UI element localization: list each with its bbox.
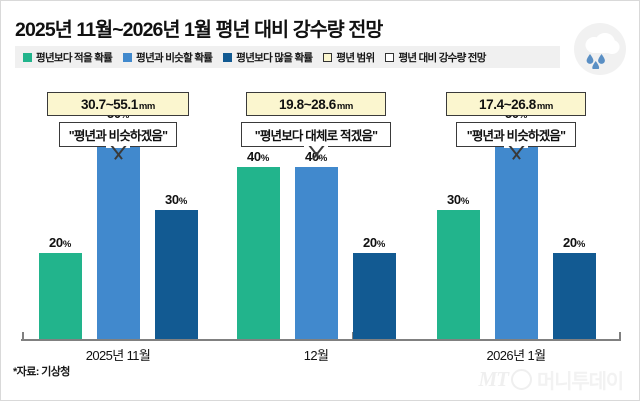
source-note: *자료: 기상청 — [13, 366, 70, 378]
chart-legend: 평년보다 적을 확률 평년과 비슷할 확률 평년보다 많을 확률 평년 범위 평년 대비… — [15, 46, 560, 68]
forecast-callout-text: "평년과 비슷하겠음" — [68, 129, 168, 143]
legend-item-label: 평년보다 적을 확률 — [36, 51, 113, 64]
x-axis-line — [21, 339, 621, 341]
legend-swatch-range — [323, 52, 333, 62]
legend-item-0: 평년보다 적을 확률 — [23, 50, 113, 65]
legend-swatch-blue — [123, 52, 133, 62]
x-axis-tick-0 — [22, 332, 24, 339]
callout-pointer-mask-1 — [304, 145, 328, 148]
rain-cloud-icon — [574, 23, 626, 75]
forecast-callout-text: "평년과 비슷하겠음" — [466, 129, 566, 143]
x-axis-tick-4 — [619, 332, 621, 339]
normal-range-text: 19.8~28.6mm — [279, 96, 353, 112]
page-title: 2025년 11월~2026년 1월 평년 대비 강수량 전망 — [15, 19, 383, 41]
forecast-callout-0: "평년과 비슷하겠음" — [59, 122, 177, 147]
bar-0-1[interactable]: 50% — [96, 106, 140, 339]
normal-range-text: 17.4~26.8mm — [479, 96, 553, 112]
watermark-logo: MT 머니투데이 — [478, 365, 625, 394]
legend-swatch-darkblue — [223, 52, 233, 62]
normal-range-box-2: 17.4~26.8mm — [446, 92, 586, 116]
legend-item-2: 평년보다 많을 확률 — [223, 50, 313, 65]
bar-1-1[interactable]: 40% — [294, 149, 338, 339]
bar-value-label: 20% — [48, 235, 72, 250]
bar-2-1[interactable]: 50% — [494, 106, 538, 339]
x-axis-group-label-0: 2025년 11월 — [85, 348, 151, 363]
callout-pointer-1 — [303, 146, 329, 163]
bar-2-2[interactable]: 20% — [552, 235, 596, 339]
callout-pointer-mask-0 — [106, 145, 130, 148]
forecast-callout-text: "평년보다 대체로 적겠음" — [254, 129, 378, 143]
legend-item-4: 평년 대비 강수량 전망 — [385, 50, 486, 65]
callout-pointer-2 — [503, 146, 529, 163]
bar-value-label: 40% — [246, 149, 270, 164]
legend-item-label: 평년과 비슷할 확률 — [136, 51, 213, 64]
normal-range-box-1: 19.8~28.6mm — [246, 92, 386, 116]
legend-item-1: 평년과 비슷할 확률 — [123, 50, 213, 65]
bar-value-label: 20% — [562, 235, 586, 250]
watermark-brand-text: 머니투데이 — [537, 371, 624, 393]
bar-0-2[interactable]: 30% — [154, 192, 198, 339]
bar-0-0[interactable]: 20% — [38, 235, 82, 339]
legend-swatch-green — [23, 52, 32, 62]
normal-range-box-0: 30.7~55.1mm — [47, 92, 189, 116]
callout-pointer-mask-2 — [504, 145, 528, 148]
forecast-callout-2: "평년과 비슷하겠음" — [456, 122, 576, 147]
bar-2-0[interactable]: 30% — [436, 192, 480, 339]
forecast-callout-1: "평년보다 대체로 적겠음" — [241, 122, 391, 147]
watermark-mt-text: MT — [478, 367, 509, 391]
x-axis-group-label-2: 2026년 1월 — [486, 348, 546, 363]
watermark-circle-icon — [511, 369, 532, 390]
normal-range-text: 30.7~55.1mm — [81, 96, 155, 112]
bar-value-label: 20% — [362, 235, 386, 250]
callout-pointer-0 — [105, 146, 131, 163]
legend-item-label: 평년 범위 — [336, 51, 375, 64]
bar-value-label: 30% — [164, 192, 188, 207]
legend-item-label: 평년 대비 강수량 전망 — [398, 51, 486, 64]
bar-value-label: 30% — [446, 192, 470, 207]
legend-item-3: 평년 범위 — [323, 50, 375, 65]
legend-item-label: 평년보다 많을 확률 — [236, 51, 313, 64]
x-axis-group-label-1: 12월 — [303, 348, 329, 363]
legend-swatch-forecast — [385, 52, 395, 62]
bar-1-0[interactable]: 40% — [236, 149, 280, 339]
bar-1-2[interactable]: 20% — [352, 235, 396, 339]
